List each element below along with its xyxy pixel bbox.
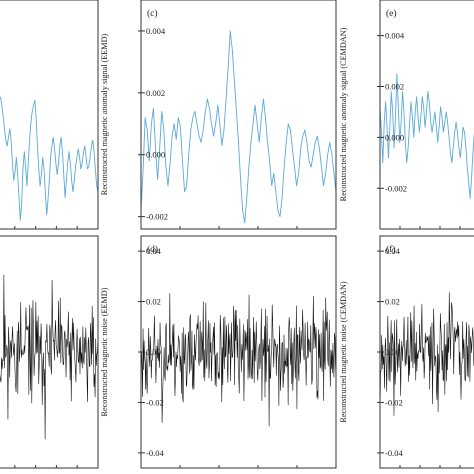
y-tick-label-f: 0.02 [385,297,400,307]
y-tick-label-d: 0.04 [146,246,162,256]
panel-e: 0.004 0.002 0.000 -0.002 (e) Reconstructed ma… [339,0,474,230]
panel-label-d: (d) [147,244,158,255]
plot-frame-partial_b [0,235,99,469]
y-tick-label-f: 0.00 [385,347,400,357]
y-axis-title-c: Reconstructed magnetic anomaly signal (E… [100,34,109,196]
y-tick-label-f: -0.02 [385,397,403,407]
y-tick-label-f: -0.04 [385,448,403,458]
y-tick-label-f: 0.04 [385,246,401,256]
panel-label-e: (e) [386,8,397,19]
y-tick-label-e: 0.004 [385,31,405,41]
series-line-d [141,293,336,427]
y-tick-label-d: 0.00 [146,347,161,357]
plot-frame-e [379,0,474,230]
y-tick-label-e: -0.002 [385,183,407,193]
panel-label-c: (c) [147,8,158,19]
plot-frame-c [140,0,337,230]
y-tick-label-e: 0.000 [385,132,404,142]
y-axis-title-d: Reconstructed magnetic noise (EEMD) [100,287,109,416]
y-axis-title-f: Reconstructed magnetic noise (CEMDAN) [339,281,348,422]
series-line-partial_b [0,274,98,440]
panel-label-f: (f) [386,244,396,255]
panel-d: 0.04 0.02 0.00 -0.02 -0.04 (d) Reconstructed m… [100,235,337,469]
y-tick-label-d: -0.04 [146,448,164,458]
y-axis-title-e: Reconstructed magnetic anomaly signal (C… [339,27,348,201]
panel-f: 0.04 0.02 0.00 -0.02 -0.04 (f) Reconstructed m… [339,235,474,469]
y-tick-label-c: 0.002 [146,88,165,98]
y-tick-label-c: 0.004 [146,26,166,36]
y-tick-label-c: 0.000 [146,150,165,160]
plot-frame-partial_a [0,0,99,230]
y-tick-label-e: 0.002 [385,82,404,92]
y-tick-label-d: -0.02 [146,397,164,407]
series-line-f [380,292,474,419]
series-line-e [380,73,474,199]
panel-partial_b [0,235,99,469]
y-tick-label-c: -0.002 [146,212,168,222]
series-line-partial_a [0,96,98,221]
panel-c: 0.004 0.002 0.000 -0.002 (c) Reconstructed ma… [100,0,337,230]
y-tick-label-d: 0.02 [146,297,161,307]
panel-partial_a [0,0,99,230]
series-line-c [141,30,336,224]
